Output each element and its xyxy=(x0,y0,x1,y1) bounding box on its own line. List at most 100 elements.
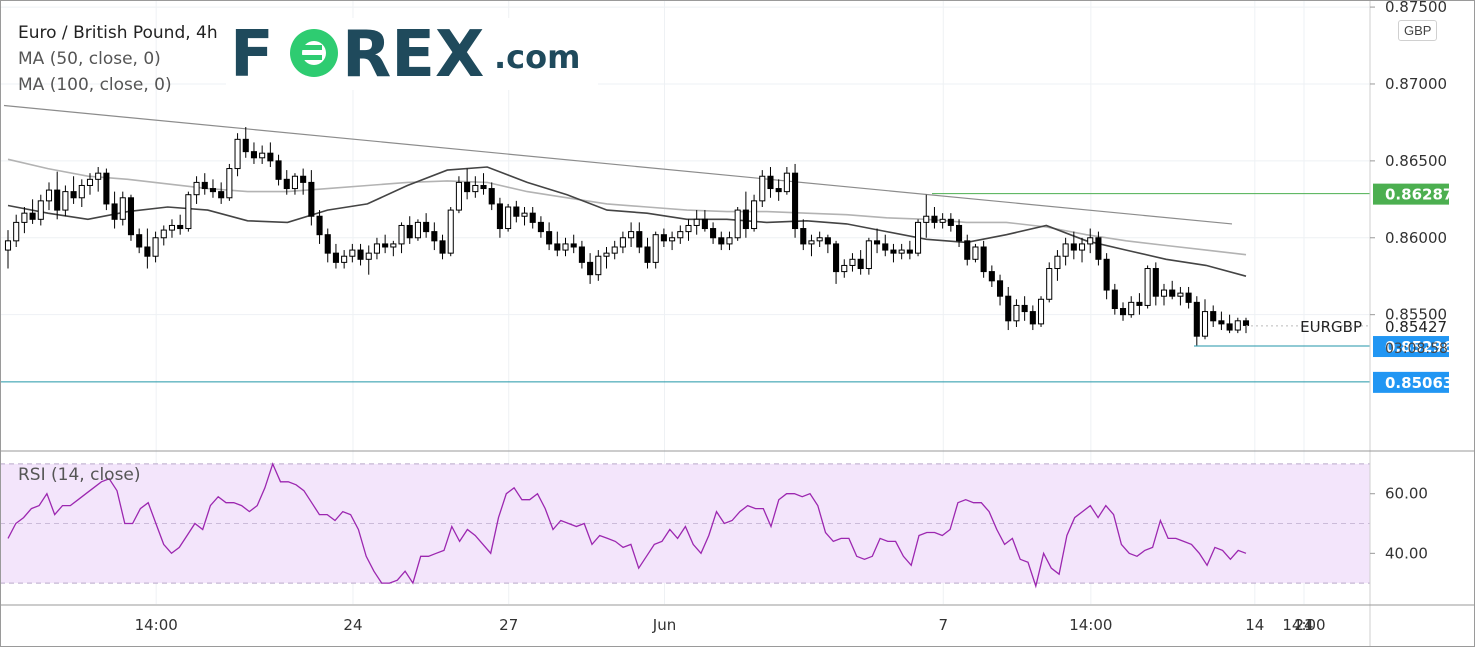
candle-up xyxy=(185,194,192,230)
candle-down xyxy=(833,243,840,273)
candle-down xyxy=(701,218,708,230)
candle-down xyxy=(874,240,881,245)
candle-down xyxy=(1029,311,1036,325)
candle-down xyxy=(587,261,594,276)
candle-up xyxy=(652,234,659,263)
candle-down xyxy=(956,224,963,242)
candle-down xyxy=(513,206,520,217)
candle-down xyxy=(537,221,544,233)
price-level-badge xyxy=(1373,336,1449,358)
candle-up xyxy=(341,255,348,263)
candle-up xyxy=(1160,289,1168,297)
candle-down xyxy=(1119,308,1127,316)
candle-down xyxy=(275,160,282,180)
candle-up xyxy=(13,221,20,242)
candle-down xyxy=(906,249,913,254)
x-tick-label: 14:00 xyxy=(135,616,178,634)
candle-up xyxy=(119,197,126,220)
candle-down xyxy=(1242,320,1250,326)
candle-down xyxy=(1226,323,1233,331)
ma50-line xyxy=(7,166,1247,277)
candle-up xyxy=(923,215,930,223)
candle-down xyxy=(103,172,110,205)
candle-down xyxy=(578,246,585,263)
candle-down xyxy=(554,243,561,251)
rsi-label: RSI (14, close) xyxy=(18,465,141,485)
candle-down xyxy=(382,243,389,248)
candle-up xyxy=(259,152,266,159)
y-tick-label: 0.86500 xyxy=(1385,152,1447,170)
candle-down xyxy=(988,271,995,282)
candle-up xyxy=(365,252,372,260)
candle-up xyxy=(915,221,922,254)
candle-down xyxy=(480,184,487,190)
y-tick-label: 0.86000 xyxy=(1385,229,1447,247)
candle-up xyxy=(841,264,848,273)
candle-down xyxy=(1111,289,1118,310)
candle-down xyxy=(496,203,503,230)
candle-down xyxy=(710,228,717,239)
candle-up xyxy=(521,212,528,217)
candle-up xyxy=(373,243,380,254)
candle-down xyxy=(636,231,643,248)
price-level-label: 0.86287 xyxy=(1385,186,1453,204)
candle-up xyxy=(78,184,85,199)
candle-down xyxy=(209,188,217,193)
candle-down xyxy=(267,152,274,162)
candle-down xyxy=(1005,295,1012,322)
rsi-pane xyxy=(0,462,1370,589)
candle-up xyxy=(455,181,462,211)
candle-down xyxy=(300,175,307,183)
candle-up xyxy=(1054,255,1061,270)
y-tick-label: 0.87000 xyxy=(1385,75,1447,93)
x-tick-label: Jun xyxy=(652,616,676,634)
rsi-tick-label: 40.00 xyxy=(1385,544,1428,562)
candle-up xyxy=(669,237,676,242)
candle-down xyxy=(718,237,725,245)
candle-up xyxy=(619,237,626,248)
candle-up xyxy=(628,231,635,239)
candle-down xyxy=(1169,289,1176,297)
candle-down xyxy=(406,224,413,239)
candle-down xyxy=(144,246,151,257)
candle-down xyxy=(242,138,249,153)
candle-up xyxy=(726,237,733,245)
currency-badge[interactable]: GBP xyxy=(1398,20,1438,41)
candle-up xyxy=(193,181,200,196)
candle-down xyxy=(324,234,331,254)
forex-logo: F REX .com xyxy=(226,18,598,92)
x-tick-label: 24 xyxy=(343,616,362,634)
candle-down xyxy=(947,218,954,226)
candle-down xyxy=(996,280,1004,297)
candle-up xyxy=(21,212,28,223)
candle-up xyxy=(1201,311,1209,337)
candle-up xyxy=(4,240,12,251)
candle-up xyxy=(1144,268,1151,306)
candle-up xyxy=(1078,243,1086,251)
candle-down xyxy=(570,243,577,248)
candle-up xyxy=(62,191,69,211)
candle-up xyxy=(398,224,405,245)
x-tick-label: 7 xyxy=(938,616,948,634)
candle-down xyxy=(357,249,364,260)
candle-up xyxy=(505,206,512,230)
price-level-badge xyxy=(1373,371,1449,393)
candle-down xyxy=(660,234,667,242)
candle-up xyxy=(759,175,766,202)
candle-down xyxy=(1218,320,1225,325)
legend-ma100: MA (100, close, 0) xyxy=(18,75,172,95)
candle-up xyxy=(1087,237,1094,245)
x-tick-label: 24 xyxy=(1294,616,1313,634)
candle-down xyxy=(824,237,831,245)
x-tick-label: 27 xyxy=(499,616,518,634)
candle-down xyxy=(218,191,225,199)
candle-up xyxy=(1013,304,1020,322)
candle-down xyxy=(250,151,258,159)
rsi-line xyxy=(7,462,1247,589)
candle-down xyxy=(964,240,971,260)
candle-up xyxy=(152,237,159,257)
y-tick-label: 0.87500 xyxy=(1385,0,1447,16)
price-level-label: 0.85063 xyxy=(1385,374,1453,392)
